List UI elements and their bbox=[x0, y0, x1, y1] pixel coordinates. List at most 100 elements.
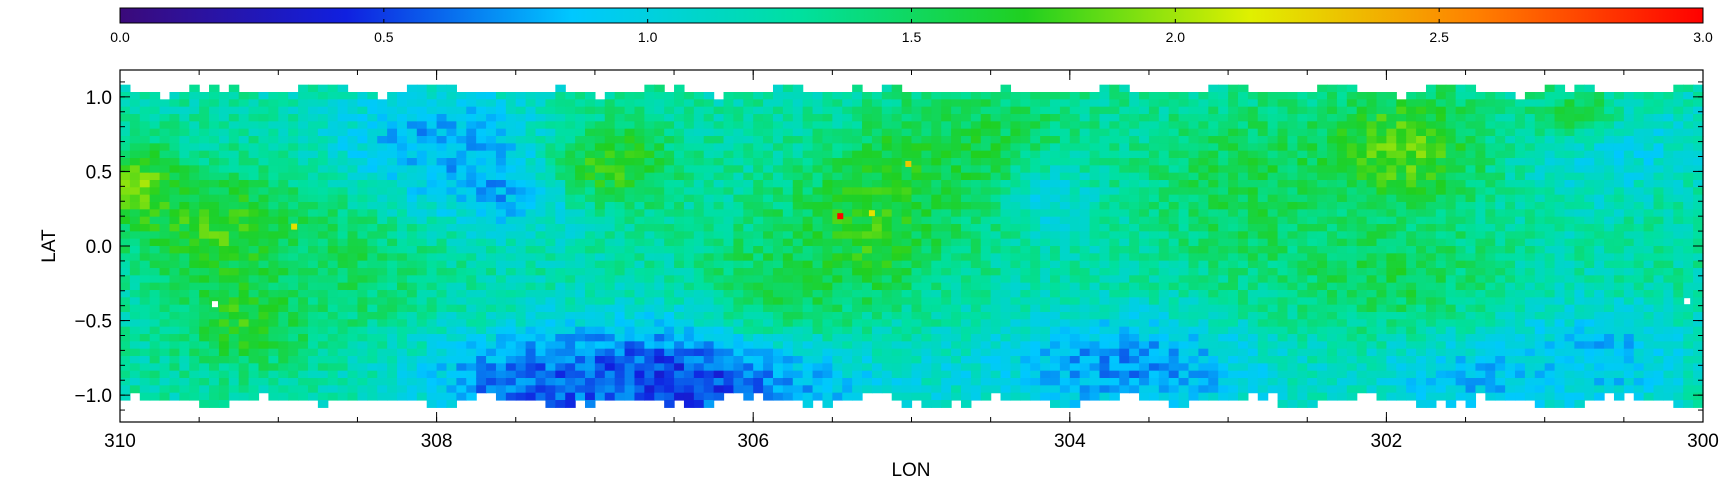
heatmap-cell bbox=[585, 400, 596, 408]
heatmap-cell bbox=[921, 326, 932, 335]
heatmap-cell bbox=[654, 92, 665, 100]
heatmap-cell bbox=[347, 385, 359, 394]
heatmap-cell bbox=[1030, 370, 1041, 379]
heatmap-cell bbox=[248, 260, 260, 269]
heatmap-cell bbox=[258, 202, 269, 210]
heatmap-cell bbox=[634, 216, 645, 225]
heatmap-cell bbox=[614, 231, 626, 240]
heatmap-cell bbox=[1089, 341, 1101, 350]
heatmap-cell bbox=[406, 158, 418, 166]
heatmap-cell bbox=[357, 180, 368, 188]
heatmap-cell bbox=[832, 268, 843, 276]
heatmap-cell bbox=[1148, 172, 1160, 181]
heatmap-cell bbox=[674, 312, 685, 320]
heatmap-cell bbox=[545, 121, 556, 130]
heatmap-cell bbox=[149, 268, 161, 276]
heatmap-cell bbox=[644, 268, 655, 276]
heatmap-cell bbox=[446, 158, 457, 166]
heatmap-cell bbox=[911, 224, 922, 232]
heatmap-cell bbox=[357, 99, 368, 108]
heatmap-cell bbox=[218, 187, 230, 196]
heatmap-cell bbox=[1247, 92, 1259, 100]
heatmap-cell bbox=[1069, 121, 1081, 130]
heatmap-cell bbox=[604, 356, 616, 364]
heatmap-cell bbox=[970, 150, 982, 159]
heatmap-cell bbox=[1198, 194, 1209, 203]
heatmap-cell bbox=[674, 194, 685, 203]
heatmap-cell bbox=[980, 238, 992, 247]
heatmap-cell bbox=[644, 275, 655, 284]
heatmap-cell bbox=[585, 158, 596, 166]
heatmap-cell bbox=[703, 121, 715, 130]
heatmap-cell bbox=[1148, 319, 1160, 328]
heatmap-cell bbox=[1059, 202, 1071, 210]
heatmap-cell bbox=[466, 378, 477, 386]
heatmap-cell bbox=[951, 106, 962, 115]
heatmap-cell bbox=[654, 106, 665, 115]
heatmap-cell bbox=[1277, 92, 1289, 100]
heatmap-cell bbox=[456, 136, 467, 144]
heatmap-cell bbox=[594, 319, 606, 328]
heatmap-cell bbox=[931, 378, 942, 386]
heatmap-cell bbox=[812, 312, 824, 320]
heatmap-cell bbox=[822, 341, 833, 350]
heatmap-cell bbox=[525, 92, 537, 100]
heatmap-cell bbox=[674, 209, 685, 218]
heatmap-cell bbox=[555, 385, 566, 394]
heatmap-cell bbox=[1267, 136, 1279, 144]
heatmap-cell bbox=[1099, 172, 1110, 181]
heatmap-cell bbox=[159, 370, 171, 379]
heatmap-cell bbox=[941, 326, 952, 335]
heatmap-cell bbox=[990, 326, 1002, 335]
heatmap-cell bbox=[1119, 202, 1130, 210]
heatmap-cell bbox=[387, 385, 398, 394]
heatmap-cell bbox=[1050, 275, 1061, 284]
heatmap-cell bbox=[397, 143, 408, 152]
heatmap-cell bbox=[486, 172, 497, 181]
heatmap-cell bbox=[1228, 84, 1239, 93]
heatmap-cell bbox=[980, 297, 992, 306]
heatmap-cell bbox=[881, 238, 893, 247]
heatmap-cell bbox=[1099, 370, 1110, 379]
heatmap-cell bbox=[446, 114, 457, 122]
heatmap-cell bbox=[258, 341, 269, 350]
heatmap-cell bbox=[317, 238, 329, 247]
heatmap-cell bbox=[189, 114, 200, 122]
heatmap-cell bbox=[199, 326, 210, 335]
heatmap-cell bbox=[763, 172, 774, 181]
heatmap-cell bbox=[1208, 392, 1219, 401]
heatmap-cell bbox=[337, 136, 349, 144]
heatmap-cell bbox=[278, 231, 289, 240]
heatmap-cell bbox=[594, 194, 606, 203]
heatmap-cell bbox=[832, 253, 843, 262]
heatmap-cell bbox=[743, 326, 754, 335]
heatmap-cell bbox=[792, 370, 804, 379]
heatmap-cell bbox=[456, 172, 467, 181]
heatmap-cell bbox=[495, 165, 507, 174]
heatmap-cell bbox=[674, 202, 685, 210]
heatmap-cell bbox=[535, 187, 547, 196]
heatmap-cell bbox=[288, 334, 299, 342]
heatmap-cell bbox=[1168, 326, 1180, 335]
heatmap-cell bbox=[258, 231, 269, 240]
heatmap-cell bbox=[1089, 99, 1101, 108]
heatmap-cell bbox=[525, 202, 537, 210]
heatmap-cell bbox=[466, 326, 477, 335]
heatmap-cell bbox=[545, 378, 556, 386]
heatmap-cell bbox=[891, 319, 903, 328]
heatmap-cell bbox=[1079, 99, 1091, 108]
heatmap-cell bbox=[288, 378, 299, 386]
heatmap-cell bbox=[634, 180, 645, 188]
heatmap-cell bbox=[228, 363, 240, 372]
heatmap-cell bbox=[763, 202, 774, 210]
heatmap-cell bbox=[604, 172, 616, 181]
heatmap-cell bbox=[189, 326, 200, 335]
heatmap-cell bbox=[812, 136, 824, 144]
heatmap-cell bbox=[594, 114, 606, 122]
heatmap-cell bbox=[1178, 385, 1190, 394]
heatmap-cell bbox=[209, 180, 220, 188]
heatmap-cell bbox=[664, 319, 675, 328]
heatmap-cell bbox=[387, 180, 398, 188]
heatmap-cell bbox=[199, 165, 210, 174]
heatmap-cell bbox=[1050, 143, 1061, 152]
